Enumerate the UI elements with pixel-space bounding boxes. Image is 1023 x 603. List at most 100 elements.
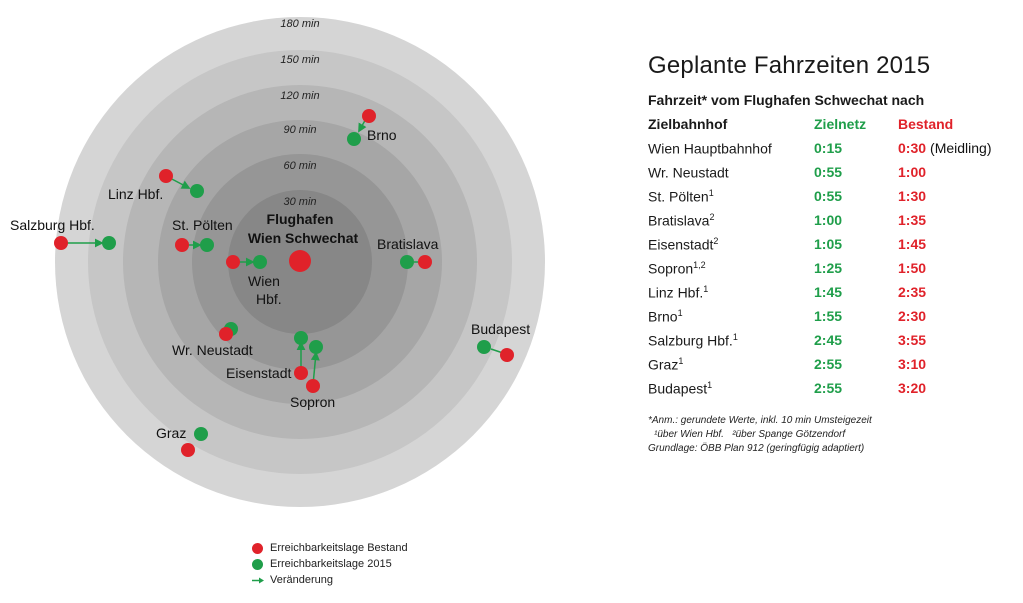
dest-footnote-mark: 1,2 bbox=[693, 259, 706, 270]
legend-red-dot-icon bbox=[252, 542, 263, 554]
cell-zielnetz: 2:55 bbox=[814, 356, 843, 372]
bestand-value: 1:00 bbox=[898, 164, 927, 180]
cell-dest: St. Pölten1 bbox=[648, 184, 814, 208]
dot-zielnetz-stpoelten bbox=[200, 238, 214, 252]
table-row: Brno1 1:55 2:30 bbox=[648, 304, 992, 328]
dest-name: Wien Hauptbahnhof bbox=[648, 140, 772, 157]
cell-bestand: 1:50 bbox=[898, 256, 992, 280]
dot-zielnetz-salzburg bbox=[102, 236, 116, 250]
table-row: Sopron1,2 1:25 1:50 bbox=[648, 256, 992, 280]
cell-dest: Wien Hauptbahnhof bbox=[648, 136, 814, 160]
dot-bestand-brno bbox=[362, 109, 376, 123]
city-label-wrneustadt: Wr. Neustadt bbox=[172, 342, 253, 358]
cell-dest: Sopron1,2 bbox=[648, 256, 814, 280]
city-label-graz: Graz bbox=[156, 425, 186, 441]
dest-footnote-mark: 2 bbox=[713, 235, 719, 246]
bestand-value: 2:30 bbox=[898, 308, 927, 324]
city-label-wien: Wien bbox=[248, 273, 280, 289]
header-dest: Zielbahnhof bbox=[648, 116, 728, 132]
row-note: (Meidling) bbox=[930, 140, 992, 156]
cell-bestand: 0:30 (Meidling) bbox=[898, 136, 992, 160]
cell-dest: Bratislava2 bbox=[648, 208, 814, 232]
bestand-value: 2:35 bbox=[898, 284, 927, 300]
legend-label-zielnetz: Erreichbarkeitslage 2015 bbox=[270, 558, 392, 570]
dot-bestand-eisenstadt bbox=[294, 366, 308, 380]
dot-bestand-graz bbox=[181, 443, 195, 457]
dest-footnote-mark: 1 bbox=[677, 307, 683, 318]
city-label-brno: Brno bbox=[367, 127, 397, 143]
cell-zielnetz: 0:15 bbox=[814, 140, 843, 156]
city-label-wien-hbf: Hbf. bbox=[256, 291, 282, 307]
dot-bestand-salzburg bbox=[54, 236, 68, 250]
bestand-value: 3:55 bbox=[898, 332, 927, 348]
ring-label-180: 180 min bbox=[280, 18, 319, 30]
bestand-value: 1:50 bbox=[898, 260, 927, 276]
dot-zielnetz-sopron bbox=[309, 340, 323, 354]
table-row: Linz Hbf.1 1:45 2:35 bbox=[648, 280, 992, 304]
dot-zielnetz-linz bbox=[190, 184, 204, 198]
city-label-eisenstadt: Eisenstadt bbox=[226, 365, 291, 381]
bestand-value: 0:30 bbox=[898, 140, 927, 156]
dest-footnote-mark: 1 bbox=[732, 331, 738, 342]
footnote-1: *Anm.: gerundete Werte, inkl. 10 min Ums… bbox=[648, 415, 872, 426]
table-header-row: Zielbahnhof Zielnetz Bestand bbox=[648, 112, 992, 136]
cell-zielnetz: 0:55 bbox=[814, 164, 843, 180]
footnote-3: Grundlage: ÖBB Plan 912 (geringfügig ada… bbox=[648, 443, 865, 454]
legend-row-change: Veränderung bbox=[252, 572, 408, 588]
cell-bestand: 3:55 bbox=[898, 328, 992, 352]
panel-subtitle: Fahrzeit* vom Flughafen Schwechat nach bbox=[648, 92, 925, 108]
dot-bestand-stpoelten bbox=[175, 238, 189, 252]
header-zielnetz: Zielnetz bbox=[814, 116, 867, 132]
cell-zielnetz: 1:00 bbox=[814, 212, 843, 228]
table-row: St. Pölten1 0:55 1:30 bbox=[648, 184, 992, 208]
dest-name: Eisenstadt bbox=[648, 236, 714, 253]
legend-row-zielnetz: Erreichbarkeitslage 2015 bbox=[252, 556, 408, 572]
city-label-linz: Linz Hbf. bbox=[108, 186, 163, 202]
dot-bestand-sopron bbox=[306, 379, 320, 393]
cell-zielnetz: 0:55 bbox=[814, 188, 843, 204]
legend-arrow-icon bbox=[252, 575, 264, 586]
dot-zielnetz-brno bbox=[347, 132, 361, 146]
cell-dest: Linz Hbf.1 bbox=[648, 280, 814, 304]
travel-times-table: Zielbahnhof Zielnetz Bestand Wien Hauptb… bbox=[648, 112, 992, 400]
cell-bestand: 1:35 bbox=[898, 208, 992, 232]
ring-label-60: 60 min bbox=[283, 160, 316, 172]
dest-name: Wr. Neustadt bbox=[648, 164, 729, 181]
dest-name: Salzburg Hbf. bbox=[648, 332, 733, 349]
bestand-value: 1:45 bbox=[898, 236, 927, 252]
cell-zielnetz: 1:55 bbox=[814, 308, 843, 324]
bestand-value: 1:35 bbox=[898, 212, 927, 228]
header-bestand: Bestand bbox=[898, 116, 954, 132]
table-row: Wien Hauptbahnhof 0:15 0:30 (Meidling) bbox=[648, 136, 992, 160]
table-row: Bratislava2 1:00 1:35 bbox=[648, 208, 992, 232]
dest-footnote-mark: 1 bbox=[707, 379, 713, 390]
legend-row-bestand: Erreichbarkeitslage Bestand bbox=[252, 540, 408, 556]
cell-bestand: 2:30 bbox=[898, 304, 992, 328]
city-dots bbox=[54, 109, 514, 457]
city-label-salzburg: Salzburg Hbf. bbox=[10, 217, 95, 233]
cell-dest: Salzburg Hbf.1 bbox=[648, 328, 814, 352]
panel-title: Geplante Fahrzeiten 2015 bbox=[648, 52, 931, 79]
dest-name: Linz Hbf. bbox=[648, 284, 704, 301]
table-row: Salzburg Hbf.1 2:45 3:55 bbox=[648, 328, 992, 352]
city-label-stpoelten: St. Pölten bbox=[172, 217, 233, 233]
cell-bestand: 2:35 bbox=[898, 280, 992, 304]
dot-zielnetz-wien bbox=[253, 255, 267, 269]
cell-bestand: 3:20 bbox=[898, 376, 992, 400]
dest-footnote-mark: 1 bbox=[708, 187, 714, 198]
ring-label-150: 150 min bbox=[280, 54, 319, 66]
dest-name: Bratislava bbox=[648, 212, 710, 229]
city-label-sopron: Sopron bbox=[290, 394, 335, 410]
cell-bestand: 1:45 bbox=[898, 232, 992, 256]
cell-dest: Budapest1 bbox=[648, 376, 814, 400]
table-row: Graz1 2:55 3:10 bbox=[648, 352, 992, 376]
cell-zielnetz: 2:55 bbox=[814, 380, 843, 396]
cell-bestand: 1:30 bbox=[898, 184, 992, 208]
dest-name: Budapest bbox=[648, 380, 708, 397]
airport-dot bbox=[289, 250, 311, 272]
dot-zielnetz-bratislava bbox=[400, 255, 414, 269]
travel-times-panel: Geplante Fahrzeiten 2015 Fahrzeit* vom F… bbox=[648, 52, 1018, 456]
cell-zielnetz: 1:05 bbox=[814, 236, 843, 252]
dest-footnote-mark: 1 bbox=[703, 283, 709, 294]
legend: Erreichbarkeitslage Bestand Erreichbarke… bbox=[252, 540, 408, 588]
